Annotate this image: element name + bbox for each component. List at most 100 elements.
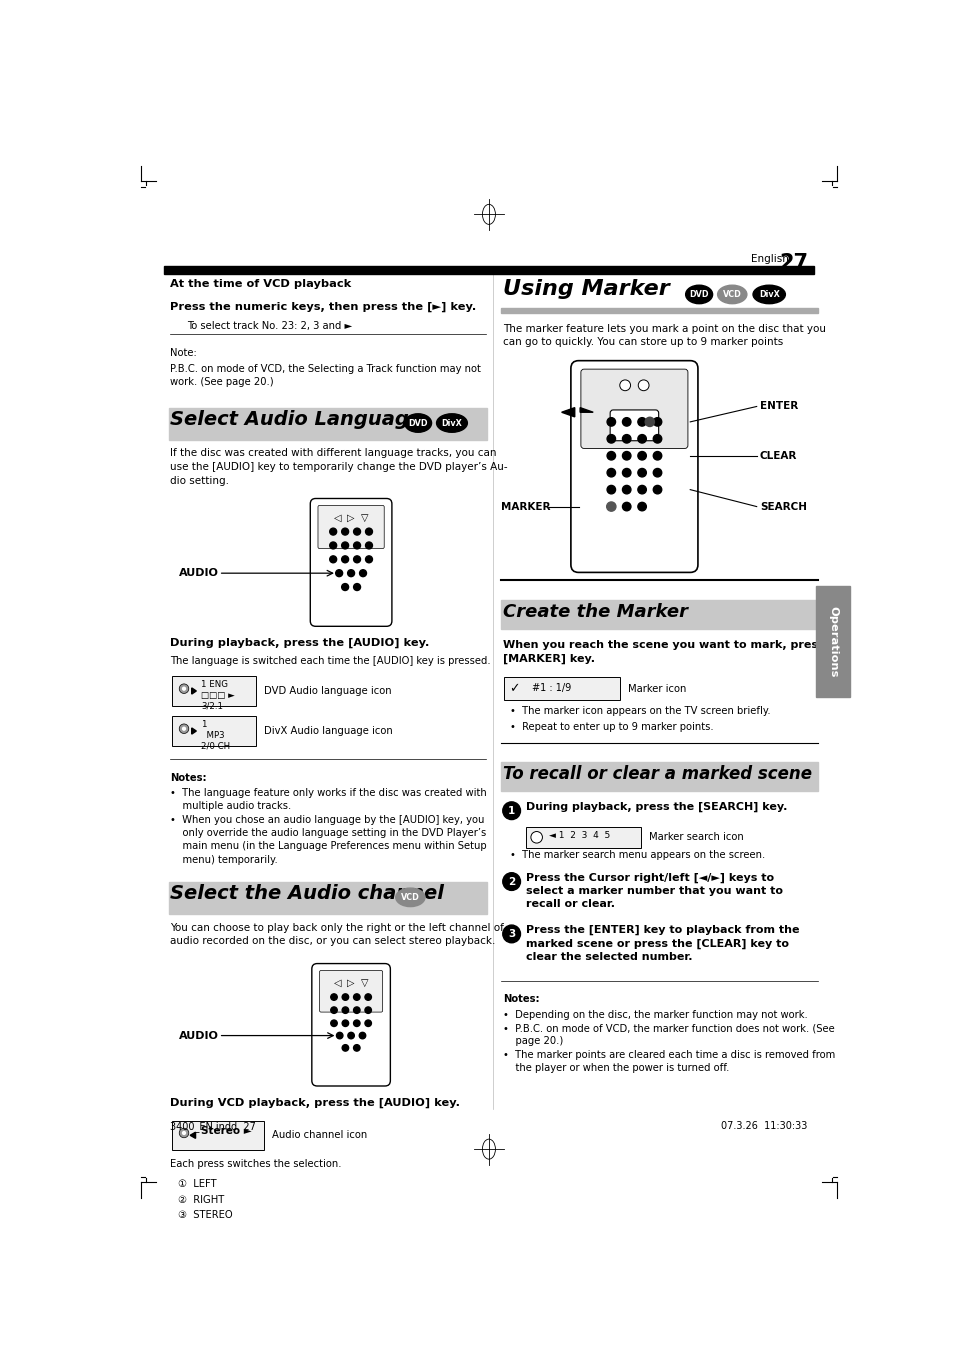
Text: SEARCH: SEARCH bbox=[759, 502, 806, 512]
Text: During playback, press the [SEARCH] key.: During playback, press the [SEARCH] key. bbox=[525, 802, 786, 813]
Text: During VCD playback, press the [AUDIO] key.: During VCD playback, press the [AUDIO] k… bbox=[170, 1098, 459, 1108]
Bar bbox=[172, 1120, 264, 1150]
FancyBboxPatch shape bbox=[312, 964, 390, 1085]
Circle shape bbox=[365, 541, 372, 549]
Circle shape bbox=[638, 486, 646, 494]
Bar bbox=[172, 676, 256, 706]
Text: ▷: ▷ bbox=[643, 409, 652, 420]
Circle shape bbox=[354, 556, 360, 563]
Text: Note:: Note: bbox=[170, 348, 196, 358]
FancyBboxPatch shape bbox=[580, 369, 687, 448]
FancyBboxPatch shape bbox=[317, 505, 384, 548]
Circle shape bbox=[530, 832, 542, 842]
Circle shape bbox=[621, 435, 630, 443]
Text: •  Depending on the disc, the marker function may not work.
•  P.B.C. on mode of: • Depending on the disc, the marker func… bbox=[502, 1010, 834, 1073]
Text: 27: 27 bbox=[779, 252, 807, 273]
Circle shape bbox=[182, 687, 186, 691]
Circle shape bbox=[638, 417, 646, 427]
Circle shape bbox=[348, 1033, 354, 1038]
Circle shape bbox=[365, 528, 372, 535]
Circle shape bbox=[653, 468, 661, 477]
Text: VCD: VCD bbox=[722, 290, 740, 298]
Circle shape bbox=[502, 872, 520, 891]
Text: To recall or clear a marked scene: To recall or clear a marked scene bbox=[502, 765, 811, 783]
Circle shape bbox=[330, 541, 336, 549]
Text: •  The language feature only works if the disc was created with
    multiple aud: • The language feature only works if the… bbox=[170, 788, 486, 865]
Polygon shape bbox=[579, 408, 593, 412]
Text: ◁: ◁ bbox=[334, 513, 340, 522]
Bar bbox=[172, 717, 256, 745]
Circle shape bbox=[336, 1033, 342, 1038]
Text: DVD Audio language icon: DVD Audio language icon bbox=[264, 686, 392, 697]
Text: Notes:: Notes: bbox=[170, 772, 207, 783]
Circle shape bbox=[606, 486, 615, 494]
Circle shape bbox=[342, 994, 348, 1000]
Text: 2: 2 bbox=[508, 876, 515, 887]
Polygon shape bbox=[192, 728, 196, 734]
Circle shape bbox=[502, 802, 520, 819]
FancyBboxPatch shape bbox=[570, 360, 698, 572]
Circle shape bbox=[606, 435, 615, 443]
Text: VCD: VCD bbox=[400, 892, 419, 902]
Circle shape bbox=[347, 570, 355, 576]
Text: DivX: DivX bbox=[441, 418, 462, 428]
Bar bbox=[500, 601, 817, 629]
Circle shape bbox=[331, 1021, 336, 1026]
Circle shape bbox=[342, 1045, 348, 1052]
Bar bbox=[525, 826, 640, 848]
Text: ▽: ▽ bbox=[361, 977, 368, 988]
Circle shape bbox=[653, 451, 661, 460]
Circle shape bbox=[644, 417, 654, 427]
Text: Using Marker: Using Marker bbox=[502, 279, 669, 300]
Text: ①  LEFT: ① LEFT bbox=[177, 1179, 216, 1189]
Circle shape bbox=[653, 417, 661, 427]
Text: During playback, press the [AUDIO] key.: During playback, press the [AUDIO] key. bbox=[170, 637, 429, 648]
Text: English: English bbox=[750, 254, 787, 265]
Circle shape bbox=[354, 528, 360, 535]
Text: DVD: DVD bbox=[689, 290, 708, 298]
Text: •  The marker icon appears on the TV screen briefly.: • The marker icon appears on the TV scre… bbox=[510, 706, 770, 717]
Text: The marker feature lets you mark a point on the disc that you
can go to quickly.: The marker feature lets you mark a point… bbox=[502, 324, 825, 347]
Text: AUDIO: AUDIO bbox=[179, 1030, 219, 1041]
Text: ✓: ✓ bbox=[508, 682, 518, 695]
Text: ENTER: ENTER bbox=[759, 401, 797, 412]
Circle shape bbox=[342, 1007, 348, 1014]
Text: ③  STEREO: ③ STEREO bbox=[177, 1210, 233, 1220]
Circle shape bbox=[606, 502, 616, 512]
Circle shape bbox=[354, 583, 360, 590]
Ellipse shape bbox=[436, 414, 467, 432]
Text: ◁: ◁ bbox=[334, 977, 340, 988]
Bar bbox=[164, 266, 813, 274]
Circle shape bbox=[335, 570, 342, 576]
Text: ◄ 1  2  3  4  5: ◄ 1 2 3 4 5 bbox=[548, 832, 610, 840]
Circle shape bbox=[621, 417, 630, 427]
Circle shape bbox=[354, 1045, 359, 1052]
Circle shape bbox=[359, 1033, 365, 1038]
Text: •  The marker search menu appears on the screen.: • The marker search menu appears on the … bbox=[510, 849, 765, 860]
Circle shape bbox=[621, 502, 630, 510]
Text: P.B.C. on mode of VCD, the Selecting a Track function may not
work. (See page 20: P.B.C. on mode of VCD, the Selecting a T… bbox=[170, 363, 480, 387]
Polygon shape bbox=[190, 1133, 195, 1138]
Text: ②  RIGHT: ② RIGHT bbox=[177, 1195, 224, 1204]
Text: Audio channel icon: Audio channel icon bbox=[272, 1130, 367, 1141]
Text: 3400_EN.indd  27: 3400_EN.indd 27 bbox=[170, 1120, 255, 1131]
Bar bbox=[169, 408, 487, 440]
Text: Each press switches the selection.: Each press switches the selection. bbox=[170, 1160, 341, 1169]
Text: 1
  MP3
2/0 CH: 1 MP3 2/0 CH bbox=[201, 721, 230, 751]
Circle shape bbox=[341, 541, 348, 549]
Circle shape bbox=[179, 684, 189, 694]
Ellipse shape bbox=[395, 888, 425, 907]
Text: If the disc was created with different language tracks, you can
use the [AUDIO] : If the disc was created with different l… bbox=[170, 448, 507, 486]
Text: MARKER: MARKER bbox=[500, 502, 550, 512]
Text: The language is switched each time the [AUDIO] key is pressed.: The language is switched each time the [… bbox=[170, 656, 490, 667]
Ellipse shape bbox=[404, 414, 431, 432]
Circle shape bbox=[638, 379, 648, 390]
Circle shape bbox=[638, 468, 646, 477]
Text: DVD: DVD bbox=[408, 418, 427, 428]
Circle shape bbox=[606, 468, 615, 477]
Circle shape bbox=[341, 556, 348, 563]
Text: When you reach the scene you want to mark, press
[MARKER] key.: When you reach the scene you want to mar… bbox=[502, 640, 823, 664]
Text: ▷: ▷ bbox=[347, 977, 355, 988]
Circle shape bbox=[365, 556, 372, 563]
Text: At the time of VCD playback: At the time of VCD playback bbox=[170, 279, 351, 289]
